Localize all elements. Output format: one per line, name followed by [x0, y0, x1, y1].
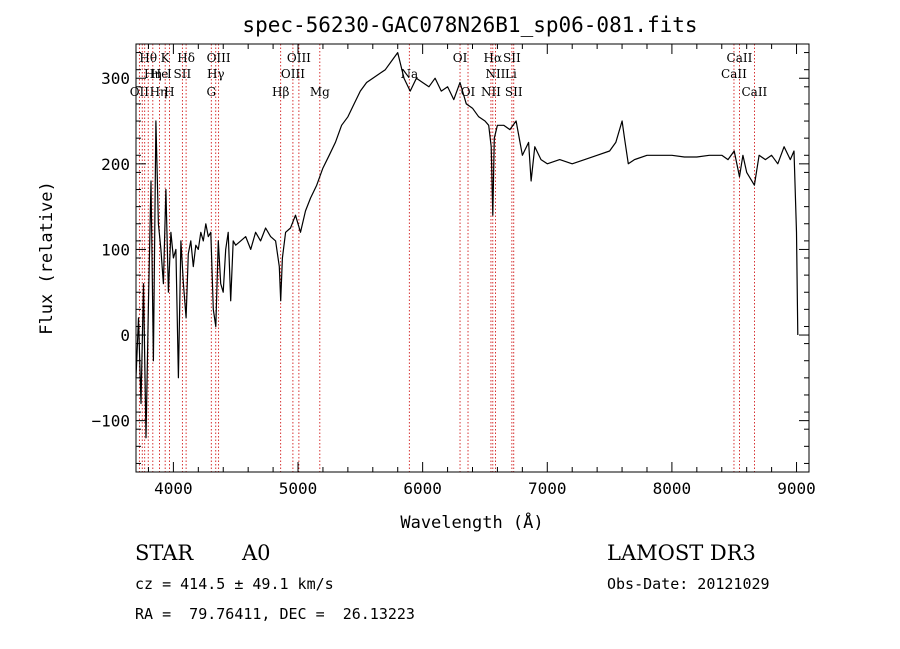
spectral-line-label: Mg: [310, 85, 330, 99]
series-layer: [135, 51, 799, 439]
spectral-line-label: OI: [453, 51, 468, 65]
spectral-line-label: CaII: [727, 51, 753, 65]
spectral-line-label: Hδ: [177, 51, 195, 65]
spectral-line-label: OIII: [281, 67, 305, 81]
spectral-line-label: Hη: [144, 67, 162, 81]
x-tick-label: 6000: [403, 479, 442, 498]
spectral-line-label: Na: [400, 67, 418, 81]
object-class: STAR: [135, 541, 194, 565]
spectrum-line: [135, 51, 799, 439]
spectral-line-label: CaII: [741, 85, 767, 99]
spectral-line-markers: [138, 44, 755, 472]
y-tick-label: 300: [101, 69, 130, 88]
spectral-line-label: NII: [485, 67, 505, 81]
x-tick-label: 9000: [777, 479, 816, 498]
survey-name: LAMOST DR3: [607, 541, 756, 565]
spectral-line-label: G: [206, 85, 216, 99]
spectral-line-label: SII: [174, 67, 192, 81]
spectral-line-label: OIII: [287, 51, 311, 65]
spectral-line-label: He: [151, 67, 169, 81]
coordinates-text: RA = 79.76411, DEC = 26.13223: [135, 605, 415, 623]
object-subclass: A0: [242, 541, 271, 565]
x-axis-label: Wavelength (Å): [400, 511, 543, 533]
spectral-line-label: K: [161, 51, 171, 65]
y-axis-label: Flux (relative): [37, 181, 57, 335]
x-axis-ticks: 4000 5000 6000 7000 8000 9000: [147, 44, 816, 498]
x-tick-label: 8000: [653, 479, 692, 498]
spectral-line-label: H: [164, 85, 174, 99]
x-tick-label: 4000: [154, 479, 193, 498]
redshift-text: cz = 414.5 ± 49.1 km/s: [135, 575, 334, 593]
y-tick-label: 100: [101, 240, 130, 259]
spectral-line-label: NII: [481, 85, 501, 99]
spectral-line-label: OIII: [207, 51, 231, 65]
spectral-line-label: OII: [130, 85, 150, 99]
spectral-line-label: Hθ: [139, 51, 157, 65]
spectral-line-label: SII: [505, 85, 523, 99]
spectral-line-label: I: [167, 67, 172, 81]
spectral-line-label: Hγ: [207, 67, 225, 81]
y-tick-label: 200: [101, 155, 130, 174]
y-tick-label: −100: [91, 412, 130, 431]
spectral-line-label: Hα: [484, 51, 503, 65]
spectral-line-label: CaII: [721, 67, 747, 81]
y-tick-label: 0: [120, 326, 130, 345]
x-tick-label: 5000: [279, 479, 318, 498]
obs-date-text: Obs-Date: 20121029: [607, 575, 770, 593]
spectral-line-label: Hβ: [272, 85, 289, 99]
spectral-line-label: SII: [503, 51, 521, 65]
y-axis-ticks: −100 0 100 200 300: [91, 52, 809, 464]
spectral-line-label: Hη: [150, 85, 168, 99]
spectral-line-label: Li: [505, 67, 517, 81]
chart-title: spec-56230-GAC078N26B1_sp06-081.fits: [242, 13, 697, 37]
x-tick-label: 7000: [528, 479, 567, 498]
